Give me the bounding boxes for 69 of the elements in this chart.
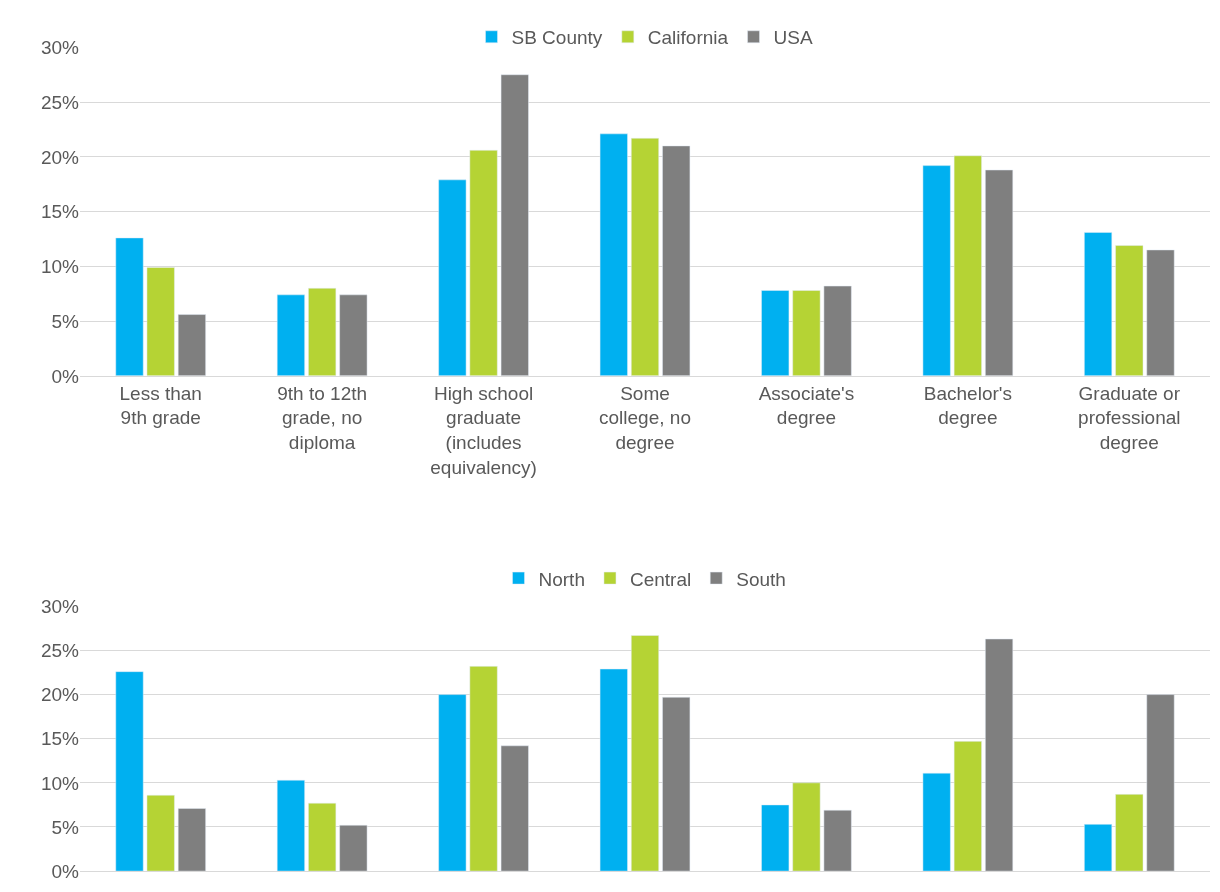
legend-label: SB County xyxy=(511,27,603,49)
y-tick-label: 15% xyxy=(40,201,80,223)
y-tick-label: 0% xyxy=(51,860,80,882)
bar xyxy=(1115,245,1144,376)
bar xyxy=(985,638,1014,872)
bar xyxy=(1115,794,1144,872)
legend-label: USA xyxy=(773,27,813,49)
y-tick-label: 10% xyxy=(40,772,80,794)
x-tick-label: Less than 9th grade xyxy=(119,382,202,429)
bar xyxy=(985,169,1014,376)
bar xyxy=(115,237,144,376)
x-tick-label: Associate's degree xyxy=(758,382,855,429)
y-tick-label: 15% xyxy=(40,728,80,750)
bar xyxy=(761,804,790,872)
bar xyxy=(599,133,628,376)
legend-label: South xyxy=(736,568,786,590)
bar xyxy=(631,635,659,872)
bar xyxy=(500,745,529,872)
bar xyxy=(922,772,951,872)
y-tick-label: 20% xyxy=(40,146,80,168)
bar xyxy=(177,808,206,872)
bar xyxy=(823,809,852,872)
bar xyxy=(146,267,175,376)
x-tick-label: High school graduate (includes equivalency) xyxy=(430,382,537,478)
y-tick-label: 25% xyxy=(40,640,80,662)
bar xyxy=(792,290,821,376)
y-tick-label: 5% xyxy=(51,816,80,838)
bar xyxy=(438,694,467,872)
bar xyxy=(1084,824,1113,872)
y-tick-label: 5% xyxy=(51,310,80,332)
bar xyxy=(469,666,498,872)
bar xyxy=(500,74,529,376)
y-tick-label: 25% xyxy=(40,91,80,113)
bar xyxy=(823,285,852,376)
y-tick-label: 0% xyxy=(51,365,80,387)
legend-label: Central xyxy=(629,568,692,590)
bar xyxy=(308,288,337,376)
y-tick-label: 20% xyxy=(40,684,80,706)
bar xyxy=(792,782,821,872)
bar xyxy=(631,137,659,376)
bar xyxy=(662,145,691,376)
bar xyxy=(115,671,144,872)
legend-label: California xyxy=(647,27,729,49)
legend-label: North xyxy=(538,568,585,590)
bar xyxy=(276,294,305,376)
bar xyxy=(1146,694,1175,872)
x-tick-label: Some college, no degree xyxy=(599,382,691,454)
bar xyxy=(339,824,368,872)
x-tick-label: 9th to 12th grade, no diploma xyxy=(277,382,368,454)
bar xyxy=(662,696,691,872)
bar xyxy=(922,165,951,376)
bar xyxy=(953,741,982,872)
bar xyxy=(308,802,337,872)
x-tick-label: Graduate or professional degree xyxy=(1078,382,1181,454)
bar xyxy=(761,290,790,376)
y-tick-label: 10% xyxy=(40,256,80,278)
bar xyxy=(177,314,206,376)
x-tick-label: Bachelor's degree xyxy=(923,382,1012,429)
bar xyxy=(339,294,368,376)
bar xyxy=(276,779,305,872)
bar xyxy=(469,150,498,376)
bar xyxy=(1146,249,1175,376)
bar xyxy=(146,794,175,872)
y-tick-label: 30% xyxy=(40,36,80,58)
y-tick-label: 30% xyxy=(40,595,80,617)
bar xyxy=(1084,232,1113,376)
bar xyxy=(438,179,467,376)
bar xyxy=(599,668,628,872)
bar xyxy=(953,155,982,376)
